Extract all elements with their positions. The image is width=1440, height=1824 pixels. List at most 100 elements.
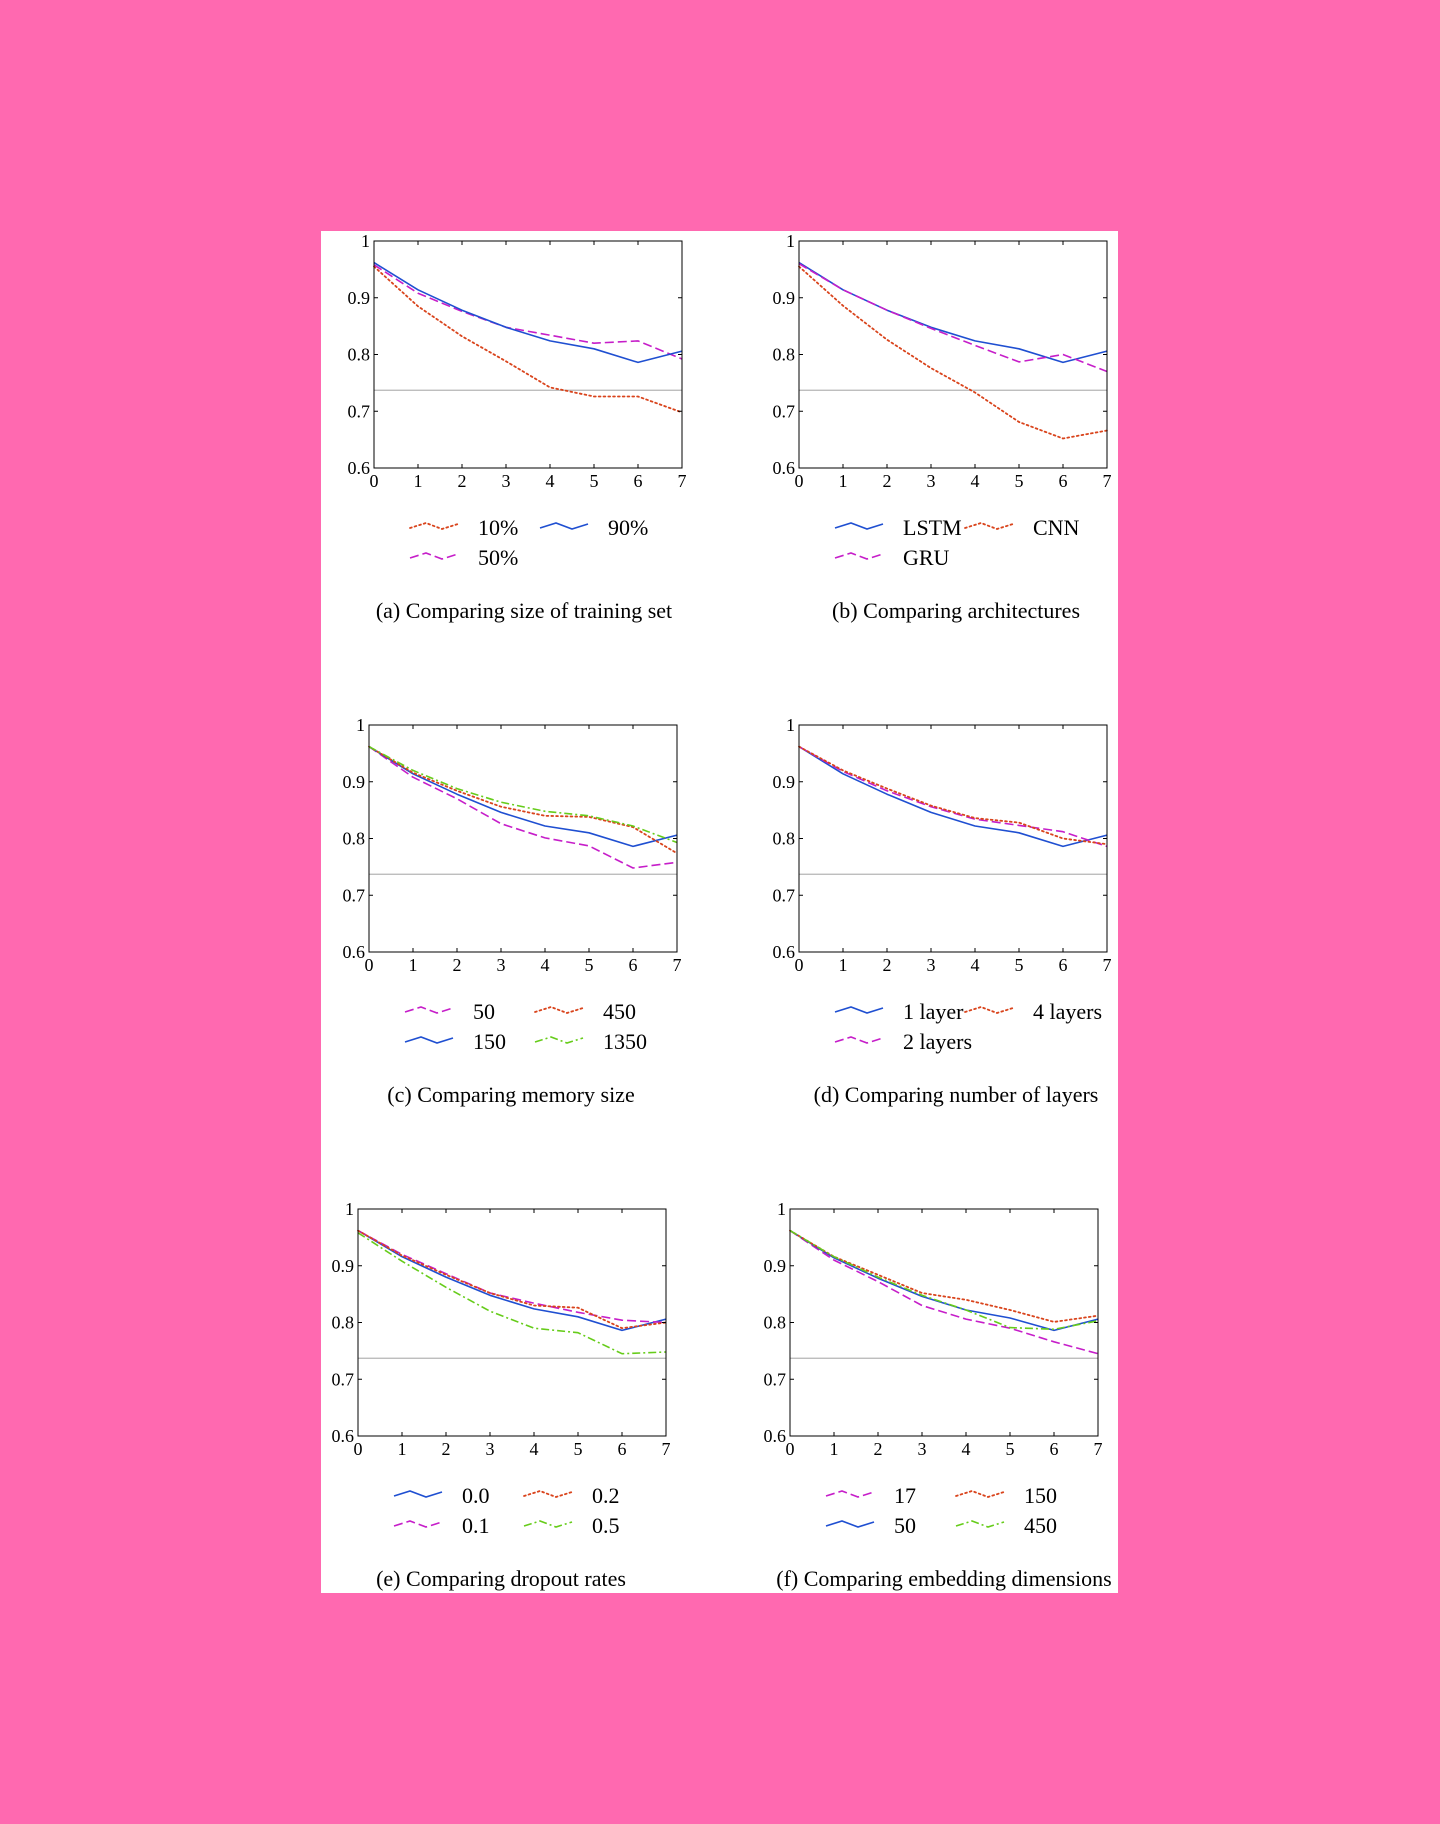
y-tick-label: 1 [345,1199,354,1219]
legend-label: 150 [1024,1483,1057,1508]
x-tick-label: 0 [786,1439,795,1459]
y-tick-label: 0.8 [773,829,796,849]
y-tick-label: 0.8 [764,1313,787,1333]
legend-swatch [409,522,459,530]
x-tick-label: 0 [365,955,374,975]
y-tick-label: 0.6 [332,1426,355,1446]
series-line-1 [798,261,1108,364]
y-tick-label: 0.6 [773,942,796,962]
chart-caption: (a) Comparing size of training set [376,598,672,623]
x-tick-label: 6 [1059,471,1068,491]
series-line-3 [357,1229,667,1330]
series-line-3 [368,745,678,855]
legend-swatch [964,522,1014,530]
y-tick-label: 0.6 [348,458,371,478]
legend-swatch [825,1520,875,1528]
plot-frame [373,240,683,469]
legend-swatch [539,522,589,530]
legend-swatch [834,552,884,560]
x-tick-label: 2 [458,471,467,491]
x-tick-label: 3 [927,955,936,975]
y-tick-label: 0.7 [348,401,371,421]
x-tick-label: 0 [795,955,804,975]
y-tick-label: 1 [786,231,795,251]
x-tick-label: 7 [1103,471,1112,491]
legend-swatch [834,1006,884,1014]
legend-label: 150 [473,1029,506,1054]
plot-frame [789,1208,1099,1437]
y-tick-label: 0.9 [773,288,796,308]
x-tick-label: 2 [442,1439,451,1459]
legend-label: 10% [478,515,518,540]
series-line-1 [789,1229,1099,1355]
x-tick-label: 5 [574,1439,583,1459]
x-tick-label: 5 [1015,955,1024,975]
x-tick-label: 6 [629,955,638,975]
x-tick-label: 0 [370,471,379,491]
x-tick-label: 0 [354,1439,363,1459]
legend-swatch [393,1490,443,1498]
x-tick-label: 4 [541,955,550,975]
series-line-1 [798,745,1108,848]
chart-panel-4: 0 1 2 3 4 5 6 7 0.6 0.7 0.8 0.9 1 1 layer 2 layers 4 la… [773,715,1112,1107]
x-tick-label: 7 [662,1439,671,1459]
x-tick-label: 2 [874,1439,883,1459]
x-tick-label: 1 [839,471,848,491]
x-tick-label: 6 [1050,1439,1059,1459]
series-line-2 [357,1229,667,1324]
series-line-2 [373,264,683,360]
legend-label: 17 [894,1483,916,1508]
y-tick-label: 0.9 [348,288,371,308]
legend-swatch [955,1490,1005,1498]
y-tick-label: 0.7 [343,885,366,905]
x-tick-label: 4 [962,1439,971,1459]
legend-swatch [523,1490,573,1498]
x-tick-label: 1 [839,955,848,975]
x-tick-label: 3 [502,471,511,491]
legend-label: 4 layers [1033,999,1102,1024]
series-line-3 [798,745,1108,846]
legend-swatch [534,1036,584,1044]
series-line-4 [789,1229,1099,1331]
figure-grid: 0 1 2 3 4 5 6 7 0.6 0.7 0.8 0.9 1 10% 50% 90% (a) Compar… [332,231,1112,1591]
series-line-2 [368,745,678,848]
y-tick-label: 0.7 [332,1369,355,1389]
x-tick-label: 7 [1094,1439,1103,1459]
x-tick-label: 7 [678,471,687,491]
x-tick-label: 5 [585,955,594,975]
series-line-2 [789,1229,1099,1332]
series-line-3 [789,1229,1099,1323]
x-tick-label: 3 [486,1439,495,1459]
x-tick-label: 2 [883,955,892,975]
y-tick-label: 0.9 [332,1256,355,1276]
legend-label: 450 [603,999,636,1024]
series-line-1 [373,265,683,414]
x-tick-label: 5 [1015,471,1024,491]
legend-label: 50 [473,999,495,1024]
y-tick-label: 1 [777,1199,786,1219]
y-tick-label: 0.7 [764,1369,787,1389]
chart-panel-2: 0 1 2 3 4 5 6 7 0.6 0.7 0.8 0.9 1 LSTM GRU CNN (b) Compa… [773,231,1112,623]
x-tick-label: 3 [497,955,506,975]
y-tick-label: 0.9 [764,1256,787,1276]
x-tick-label: 3 [918,1439,927,1459]
legend-label: 0.1 [462,1513,490,1538]
y-tick-label: 1 [361,231,370,251]
legend-swatch [534,1006,584,1014]
series-line-2 [798,263,1108,373]
y-tick-label: 0.8 [332,1313,355,1333]
x-tick-label: 6 [634,471,643,491]
x-tick-label: 6 [618,1439,627,1459]
x-tick-label: 1 [414,471,423,491]
x-tick-label: 4 [971,471,980,491]
x-tick-label: 1 [409,955,418,975]
series-line-3 [798,265,1108,440]
y-tick-label: 1 [786,715,795,735]
legend-swatch [523,1520,573,1528]
y-tick-label: 0.8 [773,345,796,365]
y-tick-label: 0.9 [343,772,366,792]
x-tick-label: 2 [453,955,462,975]
legend-label: CNN [1033,515,1080,540]
legend-label: 1 layer [903,999,964,1024]
